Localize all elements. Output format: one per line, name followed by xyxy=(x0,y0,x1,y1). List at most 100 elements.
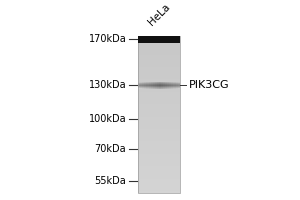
Bar xyxy=(155,84,157,85)
Bar xyxy=(138,67,180,69)
Bar xyxy=(138,129,180,130)
Bar xyxy=(138,73,180,74)
Bar xyxy=(165,85,167,86)
Bar xyxy=(138,87,140,88)
Bar xyxy=(138,78,180,79)
Bar xyxy=(171,82,173,83)
Bar xyxy=(138,88,180,90)
Bar xyxy=(144,87,146,88)
Bar xyxy=(176,85,178,86)
Bar xyxy=(161,84,163,85)
Bar xyxy=(138,92,180,94)
Bar xyxy=(138,54,180,55)
Bar xyxy=(178,88,180,89)
Bar xyxy=(161,88,163,89)
Bar xyxy=(169,87,171,88)
Bar xyxy=(163,83,165,84)
Bar xyxy=(148,88,151,89)
Bar xyxy=(142,83,144,84)
Bar xyxy=(138,133,180,134)
Bar xyxy=(138,111,180,112)
Bar xyxy=(171,83,173,84)
Bar xyxy=(138,45,180,46)
Bar xyxy=(157,85,159,86)
Bar xyxy=(169,86,171,87)
Bar xyxy=(144,88,146,89)
Bar xyxy=(144,85,146,86)
Bar xyxy=(163,84,165,85)
Bar xyxy=(151,83,153,84)
Bar xyxy=(138,66,180,67)
Bar xyxy=(138,157,180,158)
Bar xyxy=(138,136,180,137)
Bar xyxy=(155,88,157,89)
Bar xyxy=(138,142,180,143)
Bar xyxy=(173,83,175,84)
Bar xyxy=(138,122,180,124)
Bar xyxy=(140,82,142,83)
Bar xyxy=(173,84,175,85)
Bar xyxy=(159,86,161,87)
Bar xyxy=(138,36,180,37)
Bar xyxy=(169,83,171,84)
Bar xyxy=(167,88,169,89)
Bar xyxy=(169,85,171,86)
Bar xyxy=(171,86,173,87)
Bar xyxy=(165,86,167,87)
Bar xyxy=(138,179,180,180)
Bar xyxy=(138,151,180,153)
Bar xyxy=(159,87,161,88)
Bar xyxy=(138,36,180,43)
Bar xyxy=(138,55,180,57)
Bar xyxy=(157,87,159,88)
Bar xyxy=(138,141,180,142)
Bar xyxy=(138,124,180,125)
Bar xyxy=(138,80,180,82)
Bar xyxy=(138,189,180,191)
Bar xyxy=(138,40,180,41)
Bar xyxy=(142,87,144,88)
Bar xyxy=(155,86,157,87)
Bar xyxy=(140,85,142,86)
Bar xyxy=(138,105,180,107)
Bar xyxy=(138,171,180,172)
Bar xyxy=(155,87,157,88)
Text: 70kDa: 70kDa xyxy=(94,144,126,154)
Bar xyxy=(171,87,173,88)
Text: HeLa: HeLa xyxy=(146,2,172,28)
Bar xyxy=(161,83,163,84)
Bar xyxy=(153,87,155,88)
Bar xyxy=(159,82,161,83)
Bar xyxy=(169,84,171,85)
Bar xyxy=(138,174,180,175)
Bar xyxy=(138,184,180,185)
Bar xyxy=(138,87,180,88)
Bar xyxy=(138,44,180,45)
Bar xyxy=(173,87,175,88)
Bar xyxy=(142,86,144,87)
Bar xyxy=(151,84,153,85)
Bar xyxy=(138,101,180,103)
Bar xyxy=(138,63,180,65)
Bar xyxy=(138,163,180,164)
Bar xyxy=(138,104,180,105)
Bar xyxy=(161,82,163,83)
Bar xyxy=(138,103,180,104)
Bar xyxy=(138,175,180,176)
Bar xyxy=(161,86,163,87)
Bar xyxy=(138,46,180,48)
Bar xyxy=(138,132,180,133)
Text: 100kDa: 100kDa xyxy=(88,114,126,124)
Bar xyxy=(167,85,169,86)
Bar xyxy=(176,82,178,83)
Bar xyxy=(138,187,180,188)
Bar xyxy=(171,85,173,86)
Bar xyxy=(138,97,180,99)
Bar xyxy=(144,83,146,84)
Bar xyxy=(167,84,169,85)
Bar xyxy=(140,83,142,84)
Bar xyxy=(153,88,155,89)
Bar xyxy=(146,83,148,84)
Bar xyxy=(138,191,180,192)
Bar xyxy=(138,121,180,122)
